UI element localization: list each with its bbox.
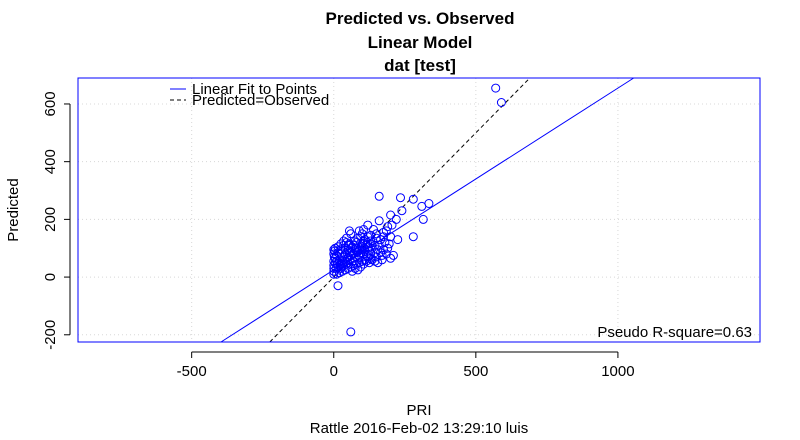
data-point-0 (491, 83, 501, 93)
legend-label-identity: Predicted=Observed (192, 92, 329, 109)
data-point-152 (387, 220, 397, 230)
data-point-122 (379, 245, 388, 255)
data-point-25 (388, 250, 398, 260)
identity-line (269, 77, 531, 343)
data-point-111 (356, 262, 366, 272)
data-point-76 (332, 269, 342, 279)
data-point-148 (371, 229, 381, 239)
data-point-19 (393, 235, 403, 245)
data-point-151 (383, 222, 393, 232)
identity-line-group (269, 77, 531, 343)
legend-label-fit: Linear Fit to Points (192, 81, 317, 98)
x-tick-label-2: 500 (463, 363, 488, 380)
data-point-112 (359, 259, 369, 269)
data-point-11 (386, 210, 396, 220)
data-point-159 (363, 252, 373, 262)
fit-line (220, 77, 634, 343)
data-point-18 (408, 232, 418, 242)
data-point-48 (336, 245, 346, 255)
data-point-147 (366, 230, 376, 240)
x-tick-label-3: 1000 (601, 363, 634, 380)
data-point-134 (329, 249, 339, 259)
x-axis-label: PRI (406, 402, 431, 419)
data-point-160 (366, 249, 376, 259)
r-square-annotation: Pseudo R-square=0.63 (597, 324, 752, 341)
data-points (329, 83, 506, 337)
data-point-128 (343, 240, 353, 250)
data-point-5 (396, 193, 405, 203)
data-point-3 (333, 281, 343, 291)
y-tick-label-1: 0 (42, 273, 59, 281)
legend: Linear Fit to Points Predicted=Observed (170, 81, 329, 109)
grid (78, 78, 760, 342)
data-point-118 (377, 255, 387, 265)
data-point-24 (384, 239, 394, 249)
data-point-145 (356, 238, 366, 248)
data-point-125 (359, 225, 369, 234)
data-point-135 (329, 245, 339, 255)
data-point-7 (397, 206, 407, 216)
data-point-6 (408, 194, 418, 204)
data-point-154 (339, 261, 349, 270)
data-point-120 (370, 248, 380, 258)
data-point-1 (496, 98, 506, 107)
y-axis-label: Predicted (5, 178, 22, 241)
y-tick-label-4: 600 (42, 91, 59, 116)
fit-line-group (220, 77, 634, 343)
axes: -500 0 500 1000 -200 0 200 400 600 (42, 91, 635, 380)
data-point-146 (359, 236, 369, 246)
data-point-2 (346, 327, 356, 337)
data-point-52 (347, 242, 357, 252)
data-point-4 (374, 191, 384, 201)
y-tick-label-2: 200 (42, 207, 59, 232)
x-tick-label-0: -500 (177, 363, 207, 380)
data-point-9 (417, 201, 427, 211)
plot-frame (77, 77, 761, 343)
data-point-158 (333, 262, 343, 272)
y-tick-label-3: 400 (42, 149, 59, 174)
data-point-133 (329, 256, 339, 266)
data-point-12 (391, 214, 401, 224)
data-point-126 (353, 233, 363, 243)
data-point-108 (347, 266, 357, 276)
y-tick-label-0: -200 (42, 320, 59, 350)
chart-subtitle: Rattle 2016-Feb-02 13:29:10 luis (310, 420, 528, 437)
data-point-10 (418, 214, 428, 224)
data-point-157 (347, 246, 357, 256)
chart-title-line-3: dat [test] (384, 56, 456, 75)
data-point-61 (373, 245, 383, 255)
x-tick-label-1: 0 (330, 363, 338, 380)
data-point-27 (383, 243, 393, 253)
data-point-110 (353, 265, 363, 275)
data-point-104 (342, 233, 351, 243)
data-point-13 (374, 216, 384, 226)
data-point-43 (329, 269, 339, 279)
data-point-142 (360, 246, 370, 256)
data-point-20 (354, 226, 364, 236)
data-point-150 (379, 227, 388, 237)
data-point-136 (329, 263, 339, 273)
chart-title-line-1: Predicted vs. Observed (326, 9, 515, 28)
chart-title-line-2: Linear Model (368, 33, 473, 52)
